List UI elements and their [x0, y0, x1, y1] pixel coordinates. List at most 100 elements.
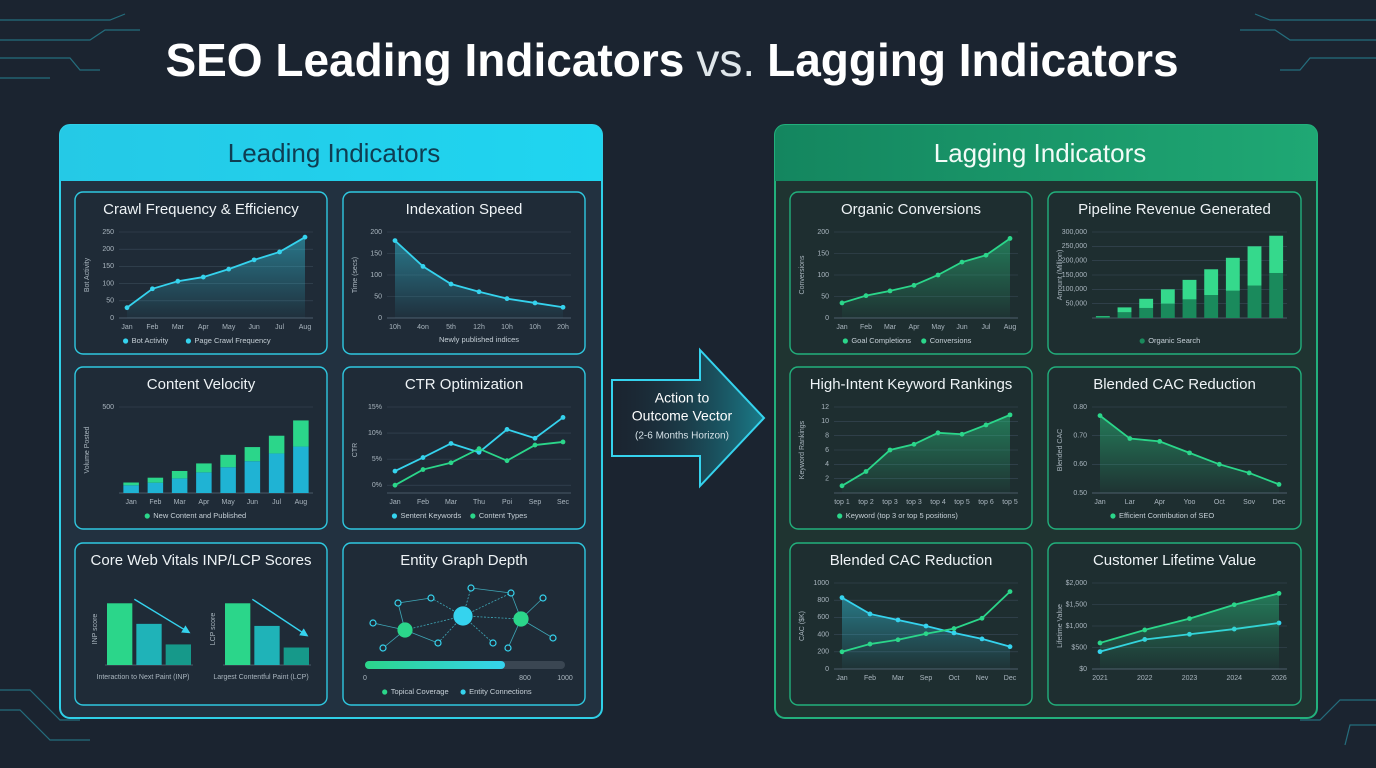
point — [1007, 589, 1013, 594]
point — [504, 427, 510, 432]
y-tick-label: $1,500 — [1066, 601, 1088, 608]
legend-swatch — [144, 513, 150, 519]
point — [277, 249, 282, 255]
card-title: Blended CAC Reduction — [830, 552, 993, 569]
x-tick-label: Feb — [864, 675, 876, 682]
point — [983, 252, 989, 258]
bar-segment — [1117, 312, 1132, 318]
x-tick-label: Jan — [836, 324, 847, 331]
y-tick-label: 6 — [825, 447, 829, 454]
line — [841, 237, 1011, 304]
legend-swatch — [391, 513, 398, 519]
legend-label: Conversions — [930, 336, 972, 345]
point — [959, 259, 965, 265]
point — [923, 623, 929, 629]
y-tick-label: $2,000 — [1066, 580, 1088, 587]
legend-label: Page Crawl Frequency — [194, 336, 271, 345]
graph-node — [434, 639, 442, 647]
arrow-text: Action to — [655, 390, 710, 406]
y-tick-label: 2 — [825, 476, 829, 483]
graph-node — [467, 584, 475, 592]
point — [420, 455, 426, 460]
y-tick-label: 4 — [825, 461, 829, 468]
x-tick-label: Apr — [198, 324, 210, 331]
y-tick-label: 50 — [821, 293, 829, 300]
graph-edge — [404, 615, 464, 631]
y-axis-label: Bot Activity — [84, 257, 91, 292]
legend-swatch — [921, 338, 927, 344]
x-axis-label: Newly published indices — [439, 335, 519, 344]
title-part: SEO Leading Indicators — [165, 34, 684, 86]
x-tick-label: top 6 — [978, 499, 994, 506]
y-axis-label: Volume Posted — [84, 426, 91, 473]
point — [867, 641, 873, 647]
x-tick-label: 5th — [446, 324, 456, 331]
x-tick-label: Oct — [949, 675, 960, 682]
y-axis-label: Keyword Rankings — [799, 420, 806, 479]
x-tick-label: Jan — [389, 499, 400, 506]
legend-label: Entity Connections — [469, 687, 532, 696]
point — [420, 467, 426, 472]
graph-node — [397, 622, 413, 638]
x-tick-label: Jun — [956, 324, 967, 331]
x-tick-label: Apr — [1154, 499, 1166, 506]
x-tick-label: Aug — [295, 499, 308, 506]
point — [935, 272, 941, 278]
bar-segment — [147, 477, 164, 483]
x-tick-label: top 1 — [834, 499, 850, 506]
x-tick-label: Jul — [275, 324, 284, 331]
y-tick-label: 10 — [821, 418, 829, 425]
y-tick-label: 0 — [825, 666, 829, 673]
point — [420, 264, 426, 269]
y-axis-label: INP score — [92, 614, 99, 645]
card-title: Entity Graph Depth — [400, 552, 528, 569]
point — [839, 649, 845, 655]
x-axis-label: Interaction to Next Paint (INP) — [97, 674, 190, 681]
point — [560, 415, 566, 420]
y-tick-label: 200 — [817, 649, 829, 656]
bar — [165, 644, 191, 665]
x-tick-label: Sep — [920, 675, 933, 682]
y-tick-label: $0 — [1079, 666, 1087, 673]
x-tick-label: top 3 — [882, 499, 898, 506]
point — [476, 449, 482, 455]
graph-edge — [397, 597, 432, 604]
point — [532, 300, 538, 306]
point — [867, 611, 873, 617]
point — [448, 281, 454, 287]
legend-swatch — [382, 689, 388, 695]
x-tick-label: Poi — [502, 499, 513, 506]
arrow-text: (2-6 Months Horizon) — [635, 431, 729, 442]
bar-segment — [1160, 289, 1175, 304]
x-tick-label: Oct — [1214, 499, 1225, 506]
panel-heading: Leading Indicators — [228, 138, 440, 168]
graph-node — [394, 599, 402, 607]
y-tick-label: $500 — [1071, 644, 1087, 651]
bar-segment — [1160, 303, 1175, 318]
point — [979, 636, 985, 642]
point — [839, 595, 845, 601]
bar-segment — [293, 446, 309, 493]
y-tick-label: $1,000 — [1066, 623, 1088, 630]
y-tick-label: 50 — [106, 298, 114, 305]
point — [1187, 616, 1192, 622]
bar-segment — [268, 435, 285, 454]
y-tick-label: 50 — [374, 293, 382, 300]
point — [895, 637, 901, 643]
legend-swatch — [470, 513, 476, 519]
bar-segment — [1225, 257, 1240, 291]
y-axis-label: Lifetime Value — [1057, 604, 1064, 648]
bar-segment — [1139, 307, 1154, 318]
x-tick-label: Lar — [1125, 499, 1136, 506]
point — [923, 631, 929, 637]
graph-node — [379, 644, 387, 652]
page-title: SEO Leading Indicators vs. Lagging Indicat… — [165, 34, 1178, 86]
legend-label: Efficient Contribution of SEO — [1119, 511, 1214, 520]
card-title: Blended CAC Reduction — [1093, 376, 1256, 393]
bar-segment — [1095, 316, 1110, 318]
point — [1007, 236, 1013, 241]
y-tick-label: 150,000 — [1062, 272, 1087, 279]
x-tick-label: 2022 — [1137, 675, 1153, 682]
graph-node — [504, 644, 512, 652]
x-tick-label: 2024 — [1226, 675, 1242, 682]
